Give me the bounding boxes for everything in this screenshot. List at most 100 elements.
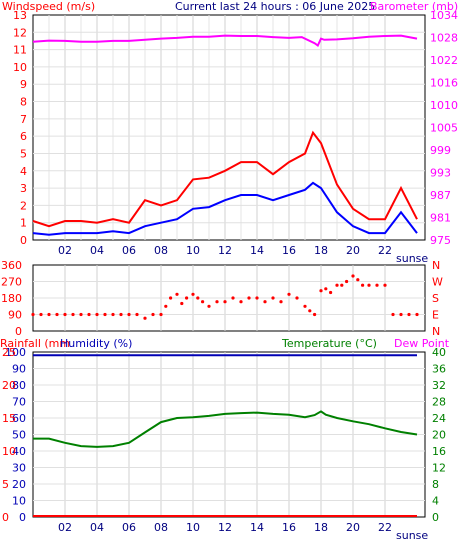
rain-left-axis: 0 5 10 15 20 25 [2, 346, 16, 524]
wind-y-tick-label: 5 [20, 147, 27, 160]
temp-y-tick-label: 40 [432, 346, 446, 359]
compass-tick-label: S [432, 292, 439, 305]
wind-x-tick-label: 04 [90, 244, 104, 257]
wind-y-tick-label: 10 [13, 61, 27, 74]
baro-axis-title: Barometer (mb) [370, 0, 458, 13]
direction-point [303, 304, 307, 308]
baro-y-tick-label: 1010 [430, 99, 458, 112]
compass-tick-label: E [432, 309, 439, 322]
dew-axis-title: Dew Point [394, 337, 450, 350]
temp-x-tick-label: 04 [90, 521, 104, 534]
compass-tick-label: N [432, 325, 440, 338]
humidity-y-tick-label: 0 [19, 511, 26, 524]
direction-point [119, 312, 123, 317]
wind-y-tick-label: 11 [13, 44, 27, 57]
wind-y-tick-label: 7 [20, 113, 27, 126]
wind-axis-title: Windspeed (m/s) [2, 0, 95, 13]
rain-y-tick-label: 0 [2, 511, 9, 524]
direction-y-tick-label: 90 [8, 309, 22, 322]
temp-x-tick-label: 22 [378, 521, 392, 534]
direction-y-tick-label: 0 [15, 325, 22, 338]
direction-series-group [31, 274, 419, 320]
direction-y-tick-label: 360 [1, 259, 22, 272]
rain-axis-title: Rainfall (mm [0, 337, 70, 350]
direction-point [308, 309, 312, 313]
baro-y-tick-label: 1005 [430, 122, 458, 135]
humidity-y-tick-label: 20 [12, 478, 26, 491]
direction-point [47, 312, 51, 317]
direction-point [207, 304, 211, 308]
baro-y-tick-label: 999 [430, 144, 451, 157]
direction-point [391, 312, 395, 317]
temp-x-tick-label: 14 [250, 521, 264, 534]
direction-point [329, 290, 333, 295]
temp-y-tick-label: 12 [432, 462, 446, 475]
wind-y-tick-label: 12 [13, 26, 27, 39]
wind-x-tick-label: 14 [250, 244, 264, 257]
direction-point [324, 287, 328, 291]
direction-point [63, 312, 67, 317]
wind-plot-area [32, 14, 426, 241]
humidity-y-tick-label: 10 [12, 495, 26, 508]
wind-x-tick-label: 16 [282, 244, 296, 257]
direction-point [383, 283, 387, 287]
wind-x-axis: 02 04 06 08 10 12 14 16 18 20 22 [58, 244, 392, 257]
direction-point [31, 312, 35, 317]
baro-y-tick-label: 1034 [430, 9, 458, 22]
chart-title: Current last 24 hours : 06 June 2025 [175, 0, 375, 13]
temp-x-tick-label: 12 [218, 521, 232, 534]
direction-point [335, 283, 339, 287]
humidity-y-tick-label: 70 [12, 396, 26, 409]
humidity-y-tick-label: 80 [12, 379, 26, 392]
direction-point [127, 312, 131, 317]
direction-point [196, 296, 200, 300]
temp-x-tick-label: 02 [58, 521, 72, 534]
humidity-y-tick-label: 60 [12, 412, 26, 425]
rain-y-tick-label: 20 [2, 379, 16, 392]
direction-point [164, 304, 168, 308]
barometer-line [32, 34, 418, 48]
wind-average-line [32, 181, 418, 236]
direction-point [313, 312, 317, 317]
direction-point [135, 312, 139, 317]
wind-x-tick-label: 18 [314, 244, 328, 257]
temp-x-tick-label: 20 [346, 521, 360, 534]
humidity-y-tick-label: 50 [12, 429, 26, 442]
direction-point [375, 283, 379, 287]
direction-point [180, 301, 184, 306]
compass-tick-label: W [432, 276, 443, 289]
sunset-label-top: sunse [396, 252, 428, 265]
direction-point [399, 312, 403, 317]
temp-y-tick-label: 8 [432, 478, 439, 491]
wind-x-tick-label: 22 [378, 244, 392, 257]
direction-point [111, 312, 115, 317]
direction-point [201, 300, 205, 304]
wind-x-tick-label: 10 [186, 244, 200, 257]
wind-y-tick-label: 4 [20, 165, 27, 178]
temp-series-group [33, 354, 418, 517]
direction-point [351, 274, 355, 278]
direction-point [215, 300, 219, 304]
temp-y-tick-label: 4 [432, 495, 439, 508]
direction-point [103, 312, 107, 317]
direction-point [175, 292, 179, 296]
humidity-y-tick-label: 90 [12, 363, 26, 376]
baro-right-axis: 975 981 987 993 999 1005 1010 1016 1022 1028 1034 [430, 9, 458, 247]
direction-grid [33, 265, 425, 331]
direction-left-axis: 0 90 180 270 360 [1, 259, 22, 338]
direction-point [71, 312, 75, 317]
baro-y-tick-label: 993 [430, 167, 451, 180]
direction-point [263, 300, 267, 304]
humidity-axis-title: Humidity (%) [60, 337, 132, 350]
direction-y-tick-label: 180 [1, 292, 22, 305]
direction-point [79, 312, 83, 317]
baro-y-tick-label: 1028 [430, 32, 458, 45]
temp-y-tick-label: 20 [432, 429, 446, 442]
compass-tick-label: N [432, 259, 440, 272]
direction-point [255, 296, 259, 300]
wind-y-tick-label: 6 [20, 130, 27, 143]
temp-y-tick-label: 16 [432, 445, 446, 458]
wind-series-group [32, 34, 418, 236]
